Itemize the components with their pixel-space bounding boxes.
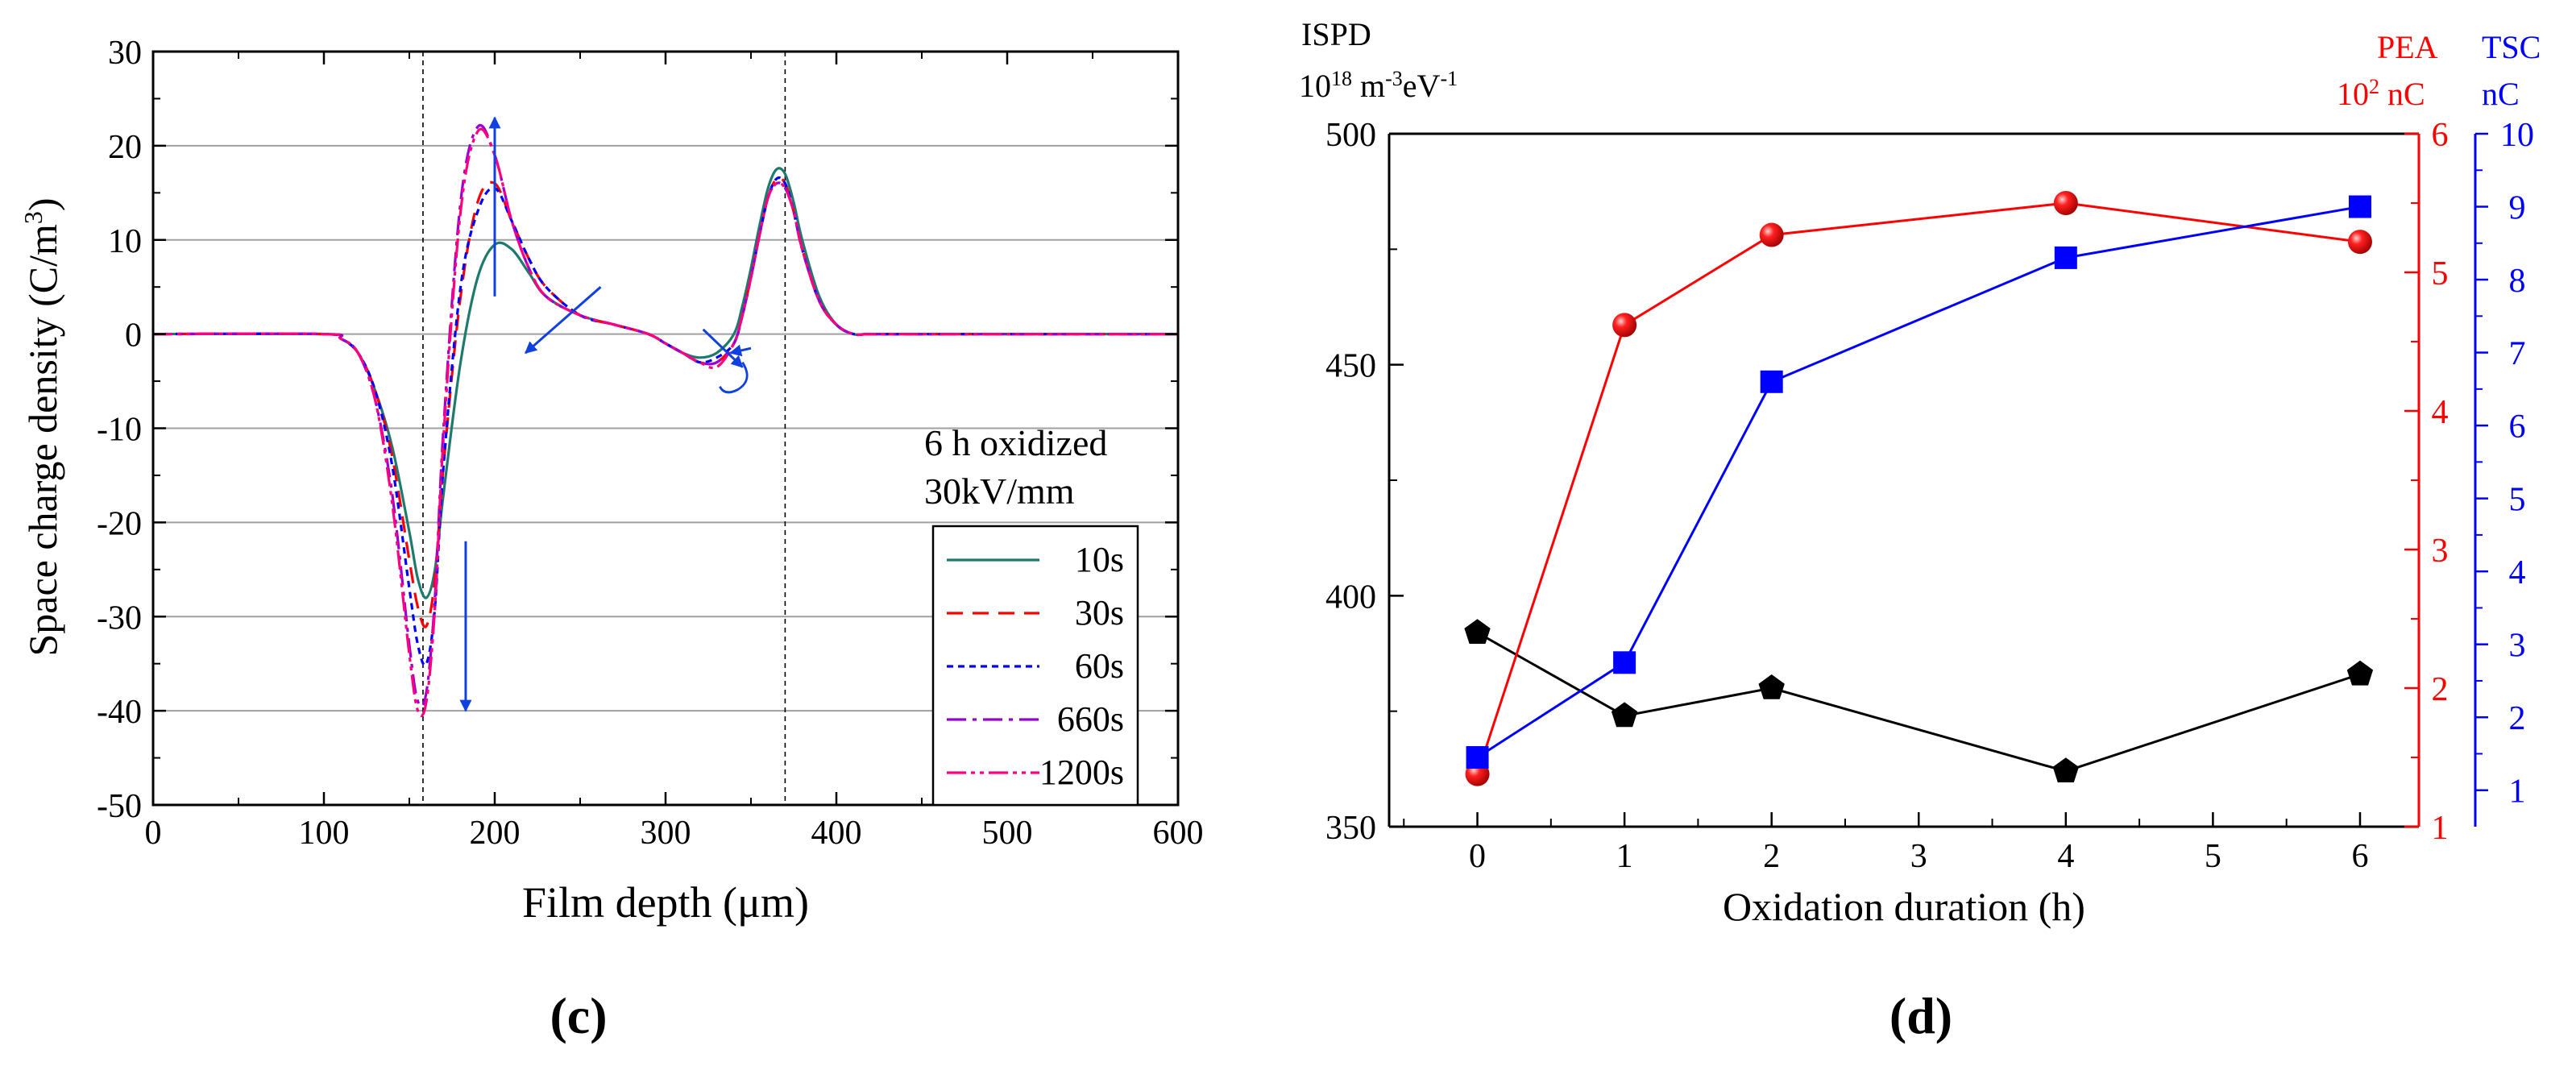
marker-ISPD-2h <box>1758 674 1785 699</box>
panel-label-d: (d) <box>1889 987 1952 1044</box>
series-group-d <box>1464 191 2374 786</box>
x-tick-label-d: 2 <box>1763 838 1780 875</box>
left-tick-label-d: 350 <box>1325 810 1376 847</box>
x-tick-label-d: 6 <box>2351 838 2368 875</box>
marker-PEA-4h <box>2053 191 2078 215</box>
marker-PEA-2h <box>1759 222 1784 247</box>
blue-tick-label-d: 3 <box>2509 628 2526 665</box>
x-tick-label-c: 400 <box>811 815 862 852</box>
marker-PEA-1h <box>1612 313 1637 338</box>
red-axis-unit-d: 102 nC <box>2337 75 2425 113</box>
panel-d-oxidation-chart: 0 1 2 3 4 5 6 350 400 450 500 1 2 3 4 5 6 1 2 3 4 5 6 7 8 9 10 ISP… <box>1299 16 2541 1044</box>
marker-ISPD-1h <box>1611 702 1638 728</box>
trend-arrows-c <box>459 116 752 712</box>
ticks-d: 0 1 2 3 4 5 6 350 400 450 500 1 2 3 4 5 6 1 2 3 4 5 6 7 8 9 10 <box>1325 117 2534 875</box>
blue-tick-label-d: 2 <box>2509 700 2526 737</box>
legend-c-box <box>931 525 1139 807</box>
blue-axis-title-d: TSC <box>2482 29 2541 65</box>
x-tick-label-c: 0 <box>145 815 162 852</box>
red-tick-label-d: 6 <box>2432 117 2449 154</box>
marker-TSC-4h <box>2054 246 2077 269</box>
legend-label-10s: 10s <box>1075 540 1124 579</box>
y-tick-label-c: 30 <box>108 35 142 72</box>
y-tick-label-c: 10 <box>108 223 142 260</box>
y-axis-title-c: Space charge density (C/m3) <box>19 197 65 656</box>
marker-PEA-6h <box>2347 230 2372 255</box>
trend-arrow-5 <box>729 344 752 357</box>
left-tick-label-d: 500 <box>1325 117 1376 154</box>
marker-TSC-6h <box>2348 195 2371 218</box>
legend-label-660s: 660s <box>1057 699 1124 739</box>
x-tick-label-d: 3 <box>1910 838 1927 875</box>
unit-exp-18: 18 <box>1331 67 1352 90</box>
legend-c: 10s 30s 60s 660s 1200s <box>931 525 1139 807</box>
marker-ISPD-6h <box>2346 660 2374 686</box>
red-tick-label-d: 5 <box>2432 255 2449 292</box>
red-tick-label-d: 2 <box>2432 671 2449 708</box>
marker-ISPD-4h <box>2052 757 2079 782</box>
blue-tick-label-d: 6 <box>2509 409 2526 446</box>
y-tick-label-c: -30 <box>97 599 142 637</box>
annotation-sample: 6 h oxidized <box>924 422 1107 463</box>
blue-tick-label-d: 7 <box>2509 336 2526 373</box>
y-tick-label-c: -10 <box>97 412 142 449</box>
unit-exp-m: -3 <box>1385 67 1403 90</box>
x-tick-label-c: 500 <box>982 815 1033 852</box>
series-group-c <box>152 123 1178 717</box>
legend-label-1200s: 1200s <box>1039 753 1124 792</box>
red-tick-label-d: 1 <box>2432 810 2449 847</box>
red-axis-title-d: PEA <box>2377 29 2438 65</box>
marker-TSC-2h <box>1760 370 1783 393</box>
legend-label-60s: 60s <box>1075 646 1124 686</box>
blue-tick-label-d: 1 <box>2509 774 2526 811</box>
marker-TSC-1h <box>1613 651 1636 674</box>
x-tick-label-d: 1 <box>1616 838 1633 875</box>
x-tick-label-c: 200 <box>470 815 521 852</box>
annotation-field: 30kV/mm <box>924 471 1075 512</box>
grid-c <box>153 144 1178 712</box>
x-axis-title-c: Film depth (μm) <box>522 878 809 927</box>
unit-exp-ev: -1 <box>1440 67 1458 90</box>
x-tick-label-c: 100 <box>299 815 350 852</box>
marker-TSC-0h <box>1466 746 1489 769</box>
y-tick-label-c: 0 <box>125 317 142 355</box>
x-axis-title-d: Oxidation duration (h) <box>1723 884 2085 929</box>
series-line-1200s <box>152 127 1178 717</box>
x-tick-label-d: 4 <box>2057 838 2074 875</box>
blue-tick-label-d: 9 <box>2509 190 2526 227</box>
y-tick-label-c: -50 <box>97 788 142 825</box>
trend-arrow-3 <box>525 286 602 355</box>
left-tick-label-d: 450 <box>1325 348 1376 385</box>
trend-arrow-4 <box>702 328 744 368</box>
marker-ISPD-0h <box>1464 619 1491 644</box>
blue-axis-unit-d: nC <box>2482 76 2520 112</box>
trend-arrow-loop <box>719 361 749 394</box>
y-tick-label-c: 20 <box>108 129 142 166</box>
left-axis-title-d: ISPD <box>1301 16 1371 52</box>
x-tick-label-d: 5 <box>2205 838 2221 875</box>
x-tick-label-d: 0 <box>1469 838 1486 875</box>
red-tick-label-d: 4 <box>2432 394 2449 431</box>
y-tick-label-c: -20 <box>97 505 142 542</box>
ticks-c: 0 100 200 300 400 500 600 -50 -40 -30 -20 -10 0 10 20 3… <box>97 35 1204 852</box>
y-tick-label-c: -40 <box>97 694 142 731</box>
legend-label-30s: 30s <box>1075 593 1124 633</box>
blue-tick-label-d: 10 <box>2500 117 2534 154</box>
panel-c-space-charge-chart: 0 100 200 300 400 500 600 -50 -40 -30 -20 -10 0 10 20 3… <box>19 35 1204 1044</box>
left-tick-label-d: 400 <box>1325 579 1376 616</box>
blue-tick-label-d: 5 <box>2509 482 2526 519</box>
plot-d-background <box>1389 134 2419 827</box>
x-tick-label-c: 600 <box>1153 815 1204 852</box>
panel-label-c: (c) <box>550 987 607 1044</box>
unit-exp-2: 2 <box>2369 75 2379 98</box>
blue-tick-label-d: 4 <box>2509 554 2526 591</box>
red-tick-label-d: 3 <box>2432 533 2449 570</box>
blue-tick-label-d: 8 <box>2509 263 2526 300</box>
x-tick-label-c: 300 <box>641 815 691 852</box>
left-axis-unit-d: 1018 m-3eV-1 <box>1299 67 1458 105</box>
